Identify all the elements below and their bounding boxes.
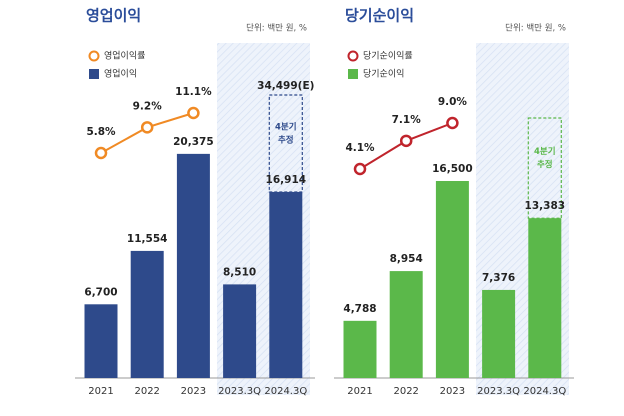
legend-marker <box>88 50 100 62</box>
legend-marker <box>348 69 358 79</box>
estimate-note: 4분기 <box>275 121 297 132</box>
value-label: 4.1% <box>345 142 375 154</box>
bar <box>389 271 423 378</box>
x-tick-label: 2021 <box>88 386 113 397</box>
x-tick-label: 2023.3Q <box>218 386 261 397</box>
legend-label: 당기순이익 <box>363 68 404 80</box>
x-tick-label: 2023 <box>181 386 206 397</box>
legend-marker <box>347 50 359 62</box>
x-tick-label: 2024.3Q <box>523 386 566 397</box>
bar <box>130 250 164 378</box>
legend-marker <box>89 69 99 79</box>
value-label: 11.1% <box>175 86 212 98</box>
bar <box>84 304 118 378</box>
value-label: 16,500 <box>432 163 473 175</box>
line-point <box>140 121 154 134</box>
value-label: 4,788 <box>343 303 376 315</box>
unit-note: 단위: 백만 원, % <box>505 23 566 34</box>
x-tick-label: 2024.3Q <box>264 386 307 397</box>
value-label: 5.8% <box>86 126 116 138</box>
bar <box>223 284 257 378</box>
legend-label: 영업이익률 <box>104 50 145 62</box>
legend-label: 영업이익 <box>104 68 137 80</box>
estimate-note: 추정 <box>537 159 553 170</box>
estimate-note: 4분기 <box>534 146 556 157</box>
value-label: 16,914 <box>266 174 307 186</box>
estimate-label: 34,499(E) <box>257 80 314 92</box>
bar <box>528 218 562 378</box>
x-tick-label: 2023.3Q <box>477 386 520 397</box>
line-point <box>353 162 367 176</box>
value-label: 8,510 <box>223 266 256 278</box>
line-point <box>446 116 459 130</box>
value-label: 7.1% <box>392 114 422 126</box>
bar <box>482 289 516 378</box>
unit-note: 단위: 백만 원, % <box>246 23 307 34</box>
value-label: 13,383 <box>525 200 566 212</box>
estimate-box <box>268 94 303 193</box>
x-tick-label: 2022 <box>134 386 159 397</box>
value-label: 20,375 <box>173 136 214 148</box>
bar <box>435 180 469 378</box>
legend-label: 당기순이익률 <box>363 50 413 62</box>
bar <box>176 153 210 378</box>
value-label: 7,376 <box>482 272 515 284</box>
value-label: 11,554 <box>127 233 168 245</box>
bar <box>343 320 377 378</box>
line-point <box>94 146 108 160</box>
chart-title: 당기순이익 <box>345 7 414 25</box>
line-point <box>187 106 200 120</box>
x-tick-label: 2023 <box>440 386 465 397</box>
bar <box>269 191 303 378</box>
estimate-box <box>527 117 562 219</box>
value-label: 9.0% <box>438 96 468 108</box>
x-tick-label: 2022 <box>393 386 418 397</box>
chart-title: 영업이익 <box>86 7 141 25</box>
line-point <box>399 134 413 148</box>
x-tick-label: 2021 <box>347 386 372 397</box>
value-label: 8,954 <box>390 253 423 265</box>
estimate-note: 추정 <box>278 134 294 145</box>
value-label: 9.2% <box>133 100 163 112</box>
value-label: 6,700 <box>84 286 117 298</box>
